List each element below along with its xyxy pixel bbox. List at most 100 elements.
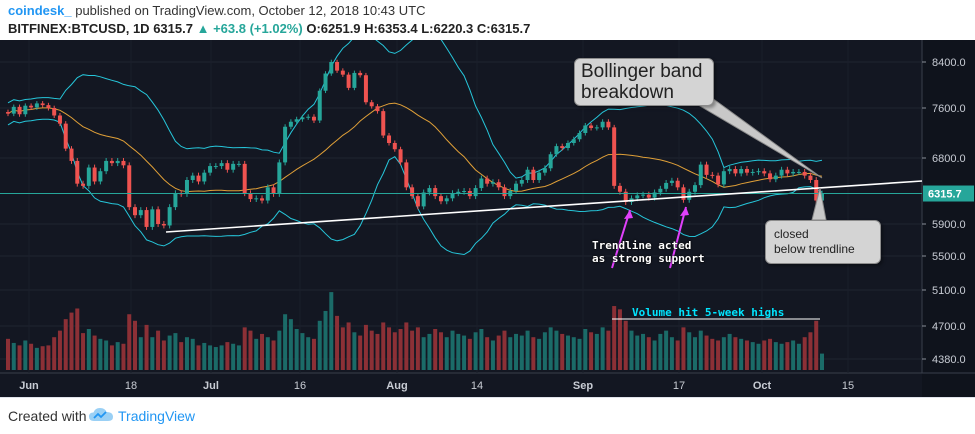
- volume-bar: [127, 314, 132, 370]
- x-tick-label: Oct: [753, 380, 772, 392]
- volume-bar: [646, 337, 651, 370]
- candle-body: [664, 182, 669, 189]
- candle-body: [144, 210, 149, 227]
- candle-body: [75, 160, 80, 184]
- volume-bar: [109, 345, 114, 370]
- x-tick-label: Sep: [573, 380, 593, 392]
- candle-body: [167, 207, 172, 226]
- x-tick-label: Aug: [386, 380, 407, 392]
- x-tick-label: 14: [471, 380, 483, 392]
- candle-body: [202, 172, 207, 182]
- volume-bar: [473, 332, 478, 370]
- tradingview-cloud-icon[interactable]: [88, 407, 114, 423]
- x-tick-label: 16: [294, 380, 306, 392]
- trendline-support-note: Trendline acted as strong support: [592, 239, 705, 265]
- candle-body: [485, 178, 490, 184]
- volume-bar: [265, 337, 270, 370]
- candle-body: [635, 195, 640, 199]
- volume-bar: [179, 342, 184, 370]
- volume-bar: [323, 310, 328, 370]
- volume-bar: [34, 347, 39, 370]
- candle-body: [704, 164, 709, 175]
- volume-bar: [317, 320, 322, 370]
- volume-bar: [577, 338, 582, 370]
- candle-body: [814, 180, 819, 201]
- volume-bar: [311, 338, 316, 370]
- y-tick-label: 4380.0: [932, 354, 966, 366]
- volume-bar: [716, 340, 721, 370]
- volume-bar: [456, 333, 461, 370]
- volume-bar: [502, 330, 507, 370]
- volume-bar: [410, 330, 415, 370]
- candle-body: [721, 171, 726, 185]
- volume-bar: [29, 343, 34, 370]
- volume-bar: [52, 337, 57, 370]
- volume-bar: [664, 330, 669, 370]
- volume-bar: [496, 335, 501, 370]
- candle-body: [109, 160, 114, 164]
- volume-bar: [392, 332, 397, 370]
- y-tick-label: 6800.0: [932, 153, 966, 165]
- candle-body: [750, 171, 755, 173]
- author-link[interactable]: coindesk_: [8, 3, 72, 18]
- candle-body: [121, 160, 126, 166]
- tradingview-link[interactable]: TradingView: [118, 408, 196, 424]
- candle-body: [398, 149, 403, 163]
- volume-bar: [692, 337, 697, 370]
- volume-bar: [387, 327, 392, 370]
- candle-body: [802, 171, 807, 176]
- candle-body: [219, 163, 224, 167]
- candle-body: [762, 171, 767, 174]
- volume-bar: [421, 337, 426, 370]
- candle-body: [335, 62, 340, 71]
- price-chart[interactable]: 8400.0 7600.0 6800.0 5900.0 5500.0 5100.0 4700…: [0, 40, 975, 397]
- candle-body: [6, 112, 10, 114]
- volume-bar: [508, 337, 513, 370]
- volume-bar: [375, 333, 380, 370]
- candle-body: [98, 171, 103, 182]
- volume-bar: [427, 333, 432, 370]
- y-tick-label: 5500.0: [932, 251, 966, 263]
- volume-bar: [698, 330, 703, 370]
- candle-body: [81, 183, 86, 186]
- volume-highs-note: Volume hit 5-week highs: [632, 306, 785, 319]
- last-price: 6315.7: [153, 21, 193, 36]
- last-price-tag: [923, 185, 974, 202]
- volume-bar: [606, 330, 611, 370]
- volume-bar: [156, 330, 161, 370]
- volume-bar: [560, 333, 565, 370]
- volume-bar: [467, 338, 472, 370]
- footer: Created with TradingView: [0, 397, 975, 434]
- candle-body: [692, 185, 697, 192]
- note-line: as strong support: [592, 252, 705, 265]
- volume-bar: [75, 308, 80, 370]
- volume-bar: [363, 324, 368, 370]
- volume-bar: [86, 329, 91, 370]
- bollinger-upper-band: [7, 40, 823, 179]
- x-tick-label: 17: [673, 380, 685, 392]
- volume-bar: [346, 322, 351, 370]
- volume-bar: [202, 342, 207, 370]
- candle-body: [594, 127, 599, 129]
- volume-bar: [415, 327, 420, 370]
- volume-bar: [721, 337, 726, 370]
- volume-bar: [92, 335, 97, 370]
- candle-body: [554, 146, 559, 155]
- volume-bar: [63, 319, 68, 370]
- candle-body: [352, 72, 357, 88]
- volume-bar: [433, 329, 438, 370]
- candle-body: [161, 224, 166, 226]
- candle-body: [727, 169, 732, 172]
- support-arrow: [669, 206, 687, 269]
- volume-bar: [739, 338, 744, 370]
- candle-body: [358, 72, 363, 76]
- volume-bar: [133, 320, 138, 370]
- volume-bar: [594, 333, 599, 370]
- candle-body: [421, 192, 426, 207]
- symbol-line: BITFINEX:BTCUSD, 1D 6315.7 ▲ +63.8 (+1.0…: [8, 21, 530, 36]
- volume-bar: [398, 329, 403, 370]
- candle-body: [571, 139, 576, 143]
- note-line: Trendline acted: [592, 239, 692, 252]
- candle-body: [11, 106, 16, 114]
- candle-body: [323, 73, 328, 91]
